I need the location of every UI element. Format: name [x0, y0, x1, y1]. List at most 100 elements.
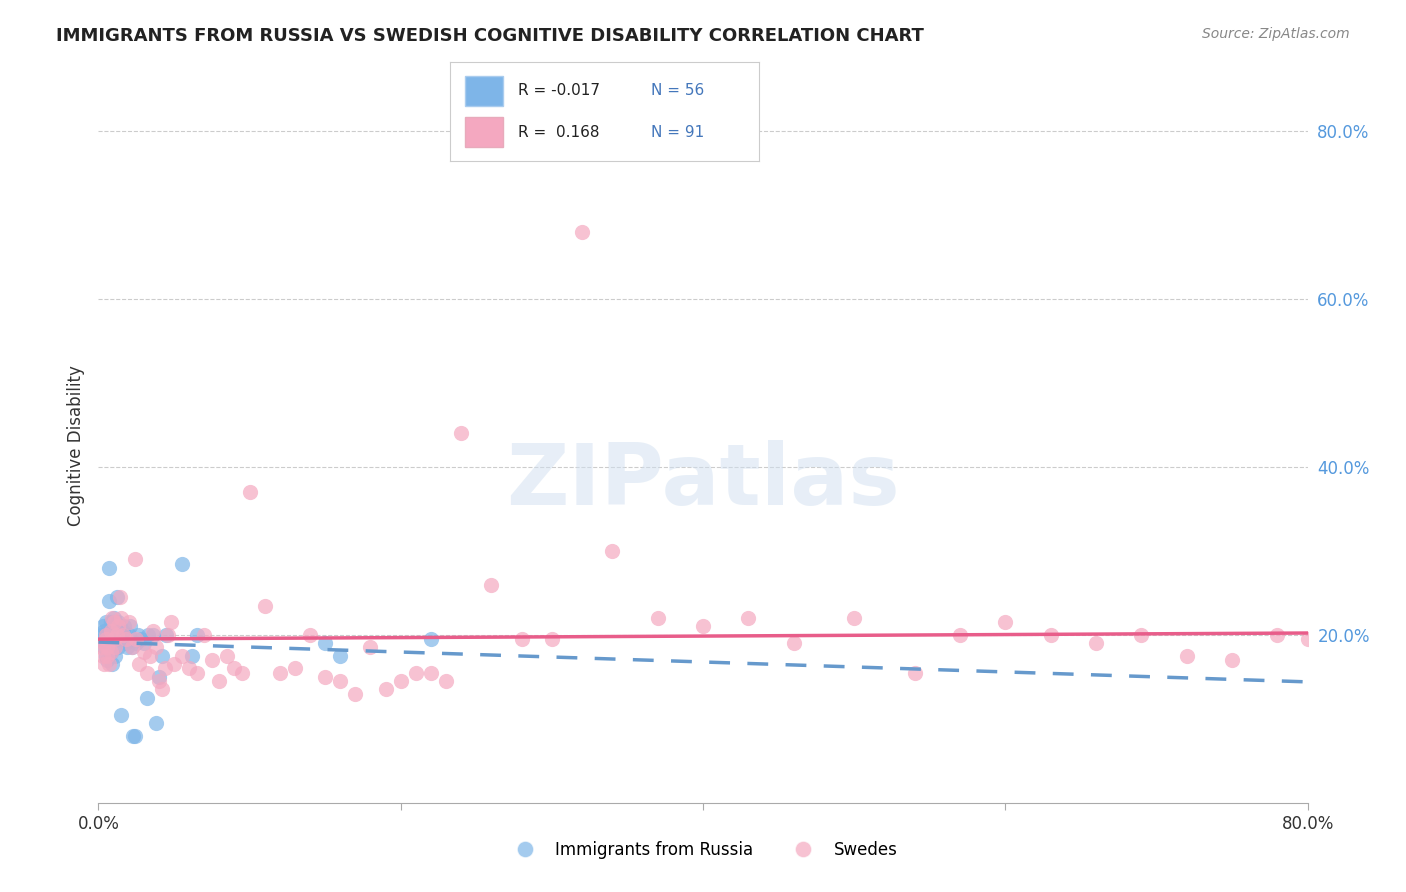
Text: ZIPatlas: ZIPatlas	[506, 440, 900, 524]
Point	[602, 544, 624, 558]
Point	[114, 632, 136, 646]
FancyBboxPatch shape	[465, 118, 502, 147]
Point	[145, 716, 167, 731]
Point	[405, 665, 427, 680]
Point	[1220, 653, 1243, 667]
Point	[90, 628, 112, 642]
Point	[118, 628, 141, 642]
Point	[1267, 628, 1289, 642]
Point	[186, 628, 208, 642]
Point	[114, 632, 136, 646]
Point	[90, 640, 112, 655]
Point	[110, 707, 132, 722]
Text: Source: ZipAtlas.com: Source: ZipAtlas.com	[1202, 27, 1350, 41]
Point	[1327, 640, 1350, 655]
Point	[360, 640, 382, 655]
Point	[139, 648, 162, 663]
Point	[647, 611, 669, 625]
Point	[136, 628, 159, 642]
Point	[269, 665, 291, 680]
Point	[540, 632, 562, 646]
Point	[98, 560, 121, 574]
Point	[105, 590, 128, 604]
Legend: Immigrants from Russia, Swedes: Immigrants from Russia, Swedes	[502, 835, 904, 866]
Point	[314, 670, 336, 684]
Point	[1386, 645, 1406, 659]
Point	[284, 661, 307, 675]
Point	[128, 657, 150, 672]
Point	[420, 632, 443, 646]
Text: R =  0.168: R = 0.168	[517, 125, 599, 140]
Point	[108, 632, 131, 646]
Point	[107, 615, 129, 630]
Point	[692, 619, 714, 633]
Point	[100, 645, 122, 659]
Point	[737, 611, 759, 625]
Point	[98, 657, 121, 672]
Point	[91, 648, 114, 663]
Point	[96, 628, 118, 642]
Point	[299, 628, 322, 642]
Point	[142, 624, 165, 638]
Point	[93, 640, 115, 655]
Point	[170, 648, 193, 663]
Point	[481, 577, 503, 591]
Point	[122, 729, 145, 743]
Point	[125, 632, 148, 646]
Point	[107, 640, 129, 655]
Point	[155, 628, 177, 642]
Point	[314, 636, 336, 650]
Point	[253, 599, 276, 613]
Point	[1402, 640, 1406, 655]
Point	[434, 674, 457, 689]
Point	[145, 640, 167, 655]
Point	[150, 648, 173, 663]
Point	[344, 687, 367, 701]
Point	[112, 619, 135, 633]
Point	[1085, 636, 1108, 650]
Point	[121, 640, 143, 655]
Point	[783, 636, 806, 650]
Point	[103, 628, 125, 642]
Point	[231, 665, 253, 680]
Point	[156, 628, 179, 642]
Point	[100, 632, 122, 646]
Point	[949, 628, 972, 642]
Point	[101, 628, 124, 642]
Point	[329, 674, 352, 689]
Text: N = 56: N = 56	[651, 83, 704, 98]
Point	[94, 632, 117, 646]
Point	[1372, 636, 1395, 650]
Point	[118, 615, 141, 630]
Point	[93, 636, 115, 650]
Point	[1341, 648, 1364, 663]
Point	[96, 640, 118, 655]
Point	[104, 628, 127, 642]
Point	[104, 648, 127, 663]
Point	[107, 619, 129, 633]
Point	[124, 729, 146, 743]
Point	[389, 674, 412, 689]
Point	[94, 628, 117, 642]
Point	[124, 552, 146, 566]
Text: N = 91: N = 91	[651, 125, 704, 140]
Point	[115, 640, 138, 655]
Point	[193, 628, 215, 642]
Point	[103, 611, 125, 625]
FancyBboxPatch shape	[465, 76, 502, 105]
Point	[96, 653, 118, 667]
Point	[1130, 628, 1153, 642]
Point	[153, 661, 176, 675]
Point	[215, 648, 238, 663]
Point	[94, 636, 117, 650]
Point	[224, 661, 246, 675]
Point	[844, 611, 866, 625]
Point	[111, 624, 134, 638]
Point	[135, 665, 157, 680]
Point	[571, 225, 593, 239]
Text: IMMIGRANTS FROM RUSSIA VS SWEDISH COGNITIVE DISABILITY CORRELATION CHART: IMMIGRANTS FROM RUSSIA VS SWEDISH COGNIT…	[56, 27, 924, 45]
Point	[111, 628, 134, 642]
Point	[121, 640, 143, 655]
Point	[100, 615, 122, 630]
Point	[374, 682, 396, 697]
